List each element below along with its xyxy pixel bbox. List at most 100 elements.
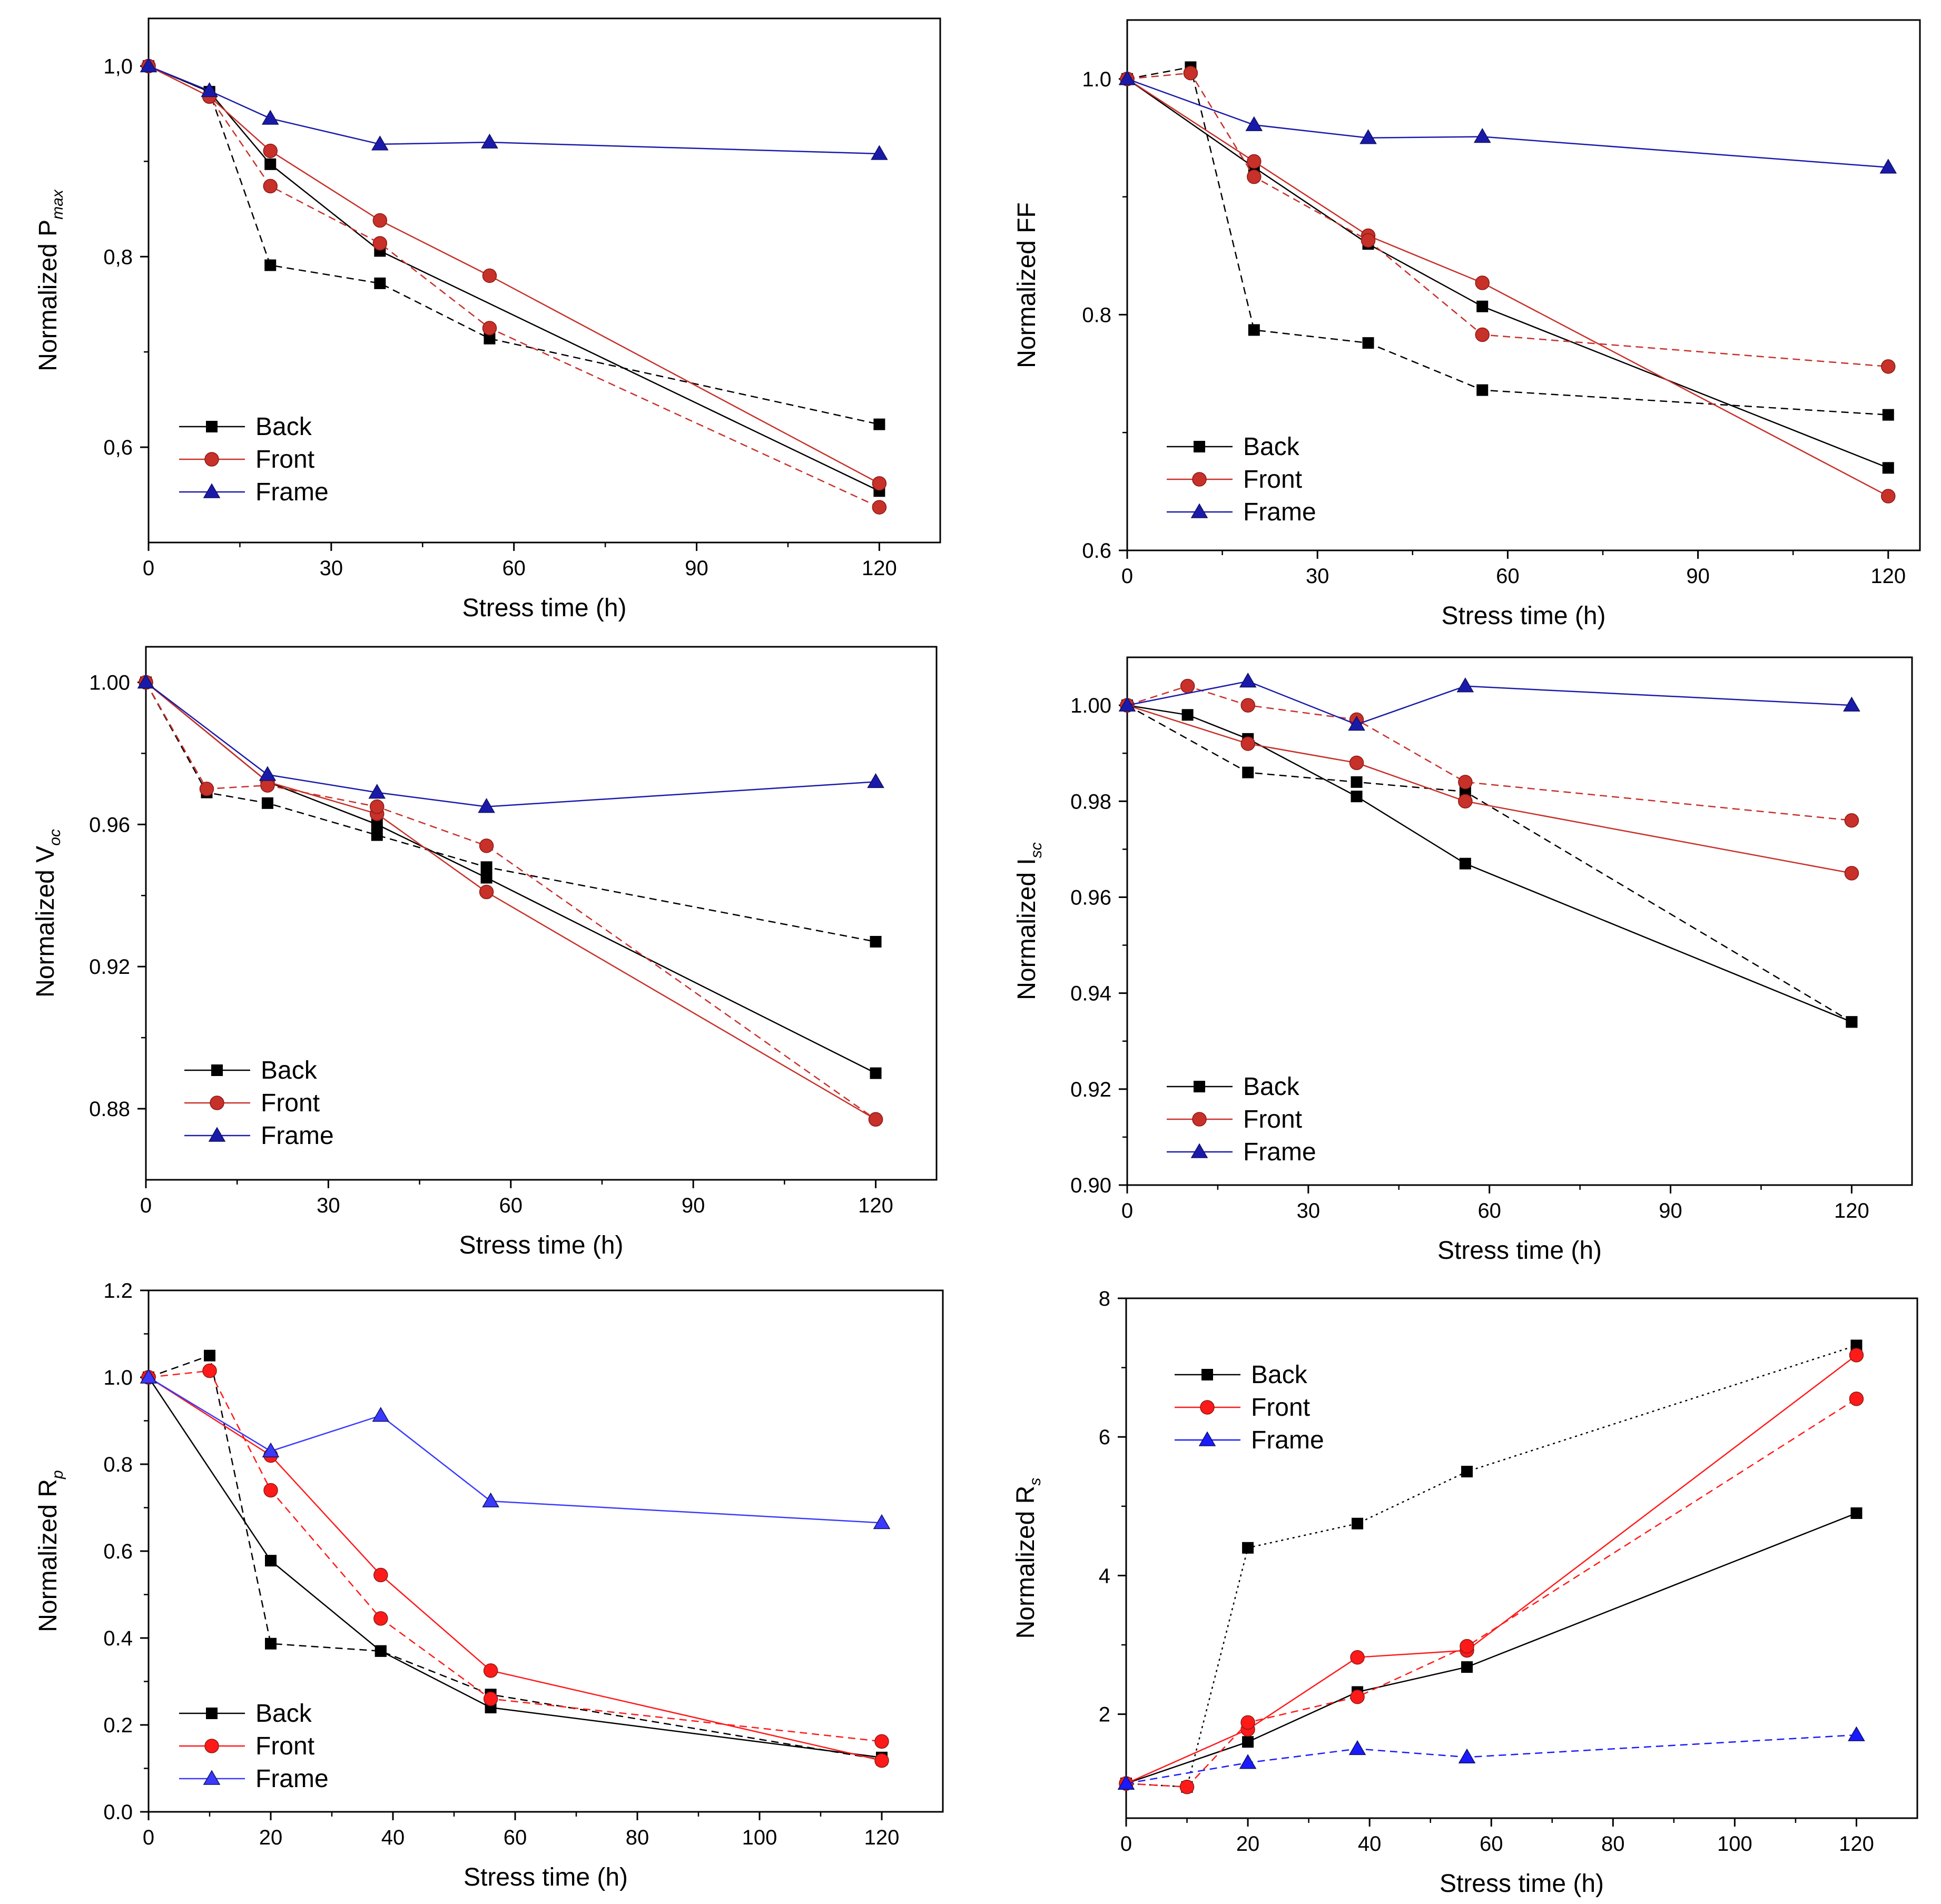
legend-marker-front	[204, 1739, 219, 1753]
x-axis-label: Stress time (h)	[1440, 1870, 1604, 1898]
legend-marker-back	[211, 1064, 223, 1076]
chart-panel-3: 0 30 60 90 120 0.88 0.92 0.96 1.00 Stress time (h…	[32, 646, 938, 1259]
series-line-front	[148, 1370, 882, 1742]
series-line-front	[145, 682, 876, 1120]
x-tick-label: 0	[1121, 565, 1133, 588]
data-point-front	[1881, 489, 1896, 504]
data-point-front	[1240, 698, 1255, 713]
data-point-back	[265, 1637, 277, 1650]
data-point-back	[1846, 1016, 1858, 1028]
data-point-frame	[1348, 1740, 1366, 1755]
data-point-back	[261, 797, 273, 809]
data-point-back	[1351, 791, 1363, 803]
x-tick-label: 120	[862, 557, 897, 580]
series-line-back	[1126, 1345, 1857, 1788]
data-point-front	[874, 1753, 889, 1768]
legend-marker-frame	[203, 1770, 221, 1785]
x-axis-label: Stress time (h)	[464, 1863, 628, 1891]
y-tick-label: 1.00	[1070, 694, 1111, 717]
y-tick-label: 0.94	[1070, 982, 1111, 1005]
data-point-front	[1180, 678, 1195, 694]
legend-label: Back	[261, 1057, 318, 1084]
x-tick-label: 120	[858, 1194, 893, 1217]
chart-panel-4: 0 30 60 90 120 0.90 0.92 0.94 0.96 0.98 1.00 Stress…	[1013, 656, 1913, 1265]
y-tick-label: 1.0	[1082, 68, 1111, 91]
y-tick-label: 0.8	[103, 1453, 133, 1476]
plot-frame	[1125, 1297, 1918, 1819]
data-point-frame	[1473, 128, 1491, 143]
data-point-frame	[871, 145, 888, 160]
data-point-back	[1476, 300, 1489, 312]
x-tick-label: 60	[1496, 565, 1520, 588]
data-point-frame	[372, 1407, 390, 1422]
data-point-frame	[1458, 1748, 1476, 1763]
chart-panel-6: 0 20 40 60 80 100 120 2 4 6 8 Stress time (h) Normal…	[1012, 1287, 1918, 1898]
y-axis-label-sub: sc	[1028, 842, 1045, 858]
y-axis-label: Normalized Voc	[32, 829, 64, 998]
x-tick-label: 0	[1121, 1199, 1133, 1222]
data-point-back	[264, 259, 277, 271]
x-tick-label: 120	[1839, 1832, 1874, 1856]
legend-label: Back	[255, 413, 312, 441]
data-point-front	[868, 1112, 883, 1127]
x-tick-label: 80	[1601, 1832, 1625, 1856]
y-axis-label-main: Normalized V	[32, 846, 60, 998]
data-point-front	[373, 1611, 388, 1626]
y-axis-label: Normalized Pmax	[34, 189, 66, 371]
legend-label: Back	[1243, 1073, 1300, 1101]
data-point-back	[371, 829, 383, 841]
data-point-front	[263, 179, 278, 194]
x-tick-label: 30	[320, 557, 343, 580]
legend-marker-frame	[1190, 1143, 1208, 1158]
data-point-frame	[1848, 1726, 1865, 1741]
chart-panel-5: 0 20 40 60 80 100 120 0.0 0.2 0.4 0.6 0.8 1.0 1.2 Stre…	[34, 1279, 944, 1891]
series-line-back	[1127, 704, 1852, 1023]
series-line-back	[148, 1355, 882, 1761]
data-point-back	[1352, 1517, 1364, 1530]
data-point-back	[375, 1645, 387, 1657]
data-point-back	[1351, 776, 1363, 788]
series-line-front	[148, 65, 880, 508]
y-tick-label: 8	[1099, 1287, 1110, 1310]
series-line-front	[148, 65, 880, 484]
data-point-frame	[1118, 70, 1136, 85]
data-point-back	[480, 872, 492, 884]
data-point-frame	[371, 135, 389, 151]
data-point-back	[371, 818, 383, 831]
y-tick-label: 0.98	[1070, 790, 1111, 813]
y-tick-label: 1,0	[103, 55, 133, 78]
x-tick-label: 120	[1870, 565, 1906, 588]
data-point-frame	[1348, 716, 1365, 731]
data-point-back	[374, 277, 386, 289]
x-tick-label: 120	[1834, 1199, 1869, 1222]
legend-label: Back	[255, 1700, 312, 1728]
data-point-back	[1850, 1339, 1863, 1351]
legend-marker-back	[1194, 1081, 1205, 1092]
data-point-frame	[1239, 1754, 1257, 1769]
legend-marker-back	[206, 1708, 218, 1719]
x-tick-label: 60	[499, 1194, 523, 1217]
x-tick-label: 0	[143, 1826, 154, 1849]
x-tick-label: 0	[143, 557, 154, 580]
y-axis-label: Normalized Rp	[34, 1470, 66, 1632]
data-point-front	[1881, 359, 1896, 374]
data-point-front	[1849, 1348, 1864, 1363]
y-tick-label: 1.0	[103, 1366, 133, 1389]
data-point-front	[872, 500, 887, 515]
data-point-front	[1240, 1715, 1255, 1730]
data-point-front	[1475, 275, 1490, 290]
y-axis-label-main: Normalized R	[34, 1479, 62, 1632]
data-point-front	[1240, 736, 1255, 751]
data-point-back	[1476, 384, 1489, 396]
legend-label: Front	[261, 1089, 320, 1117]
data-point-front	[1844, 866, 1859, 881]
legend-label: Front	[255, 446, 314, 473]
legend-label: Frame	[1251, 1426, 1324, 1454]
legend-label: Front	[255, 1732, 314, 1760]
x-tick-label: 40	[381, 1826, 405, 1849]
data-point-back	[480, 861, 492, 873]
x-tick-label: 60	[502, 557, 526, 580]
y-tick-label: 0.0	[103, 1801, 133, 1824]
data-point-front	[872, 476, 887, 491]
legend-marker-front	[204, 452, 219, 467]
